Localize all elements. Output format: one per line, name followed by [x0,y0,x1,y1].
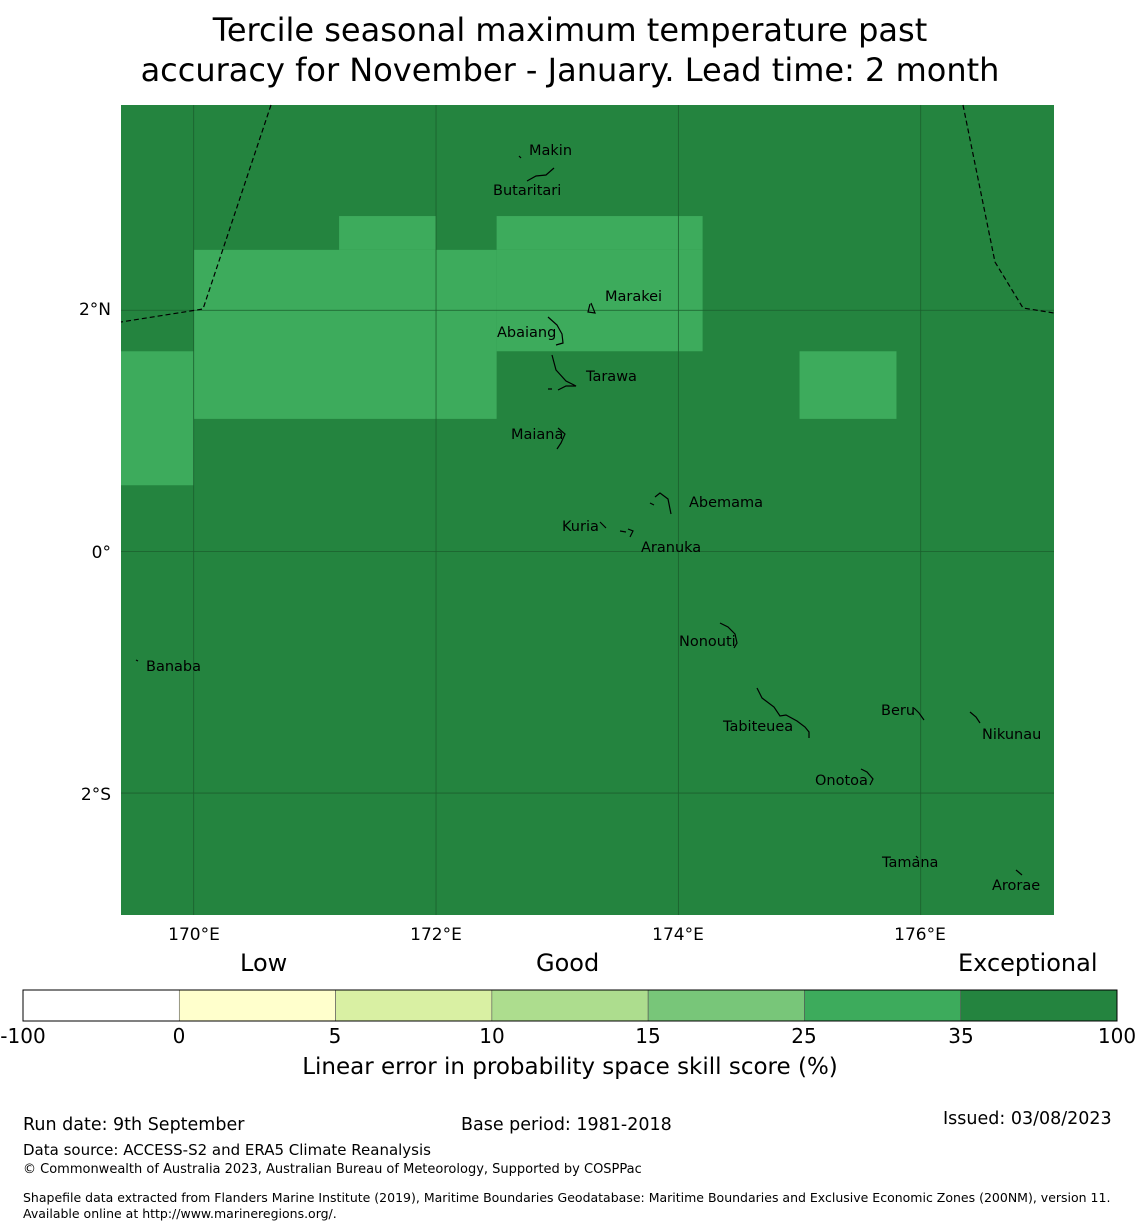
colorbar-tick: 100 [1097,1024,1137,1048]
island-label-onotoa: Onotoa [815,773,868,789]
lat-tick-2n: 2°N [79,300,111,320]
colorbar-label: Linear error in probability space skill … [302,1054,838,1080]
nonouti-outline [719,622,738,649]
skill-cell-25-35 [339,216,437,250]
tarawa-outline [548,354,577,391]
colorbar-tick: -100 [0,1024,46,1048]
banaba-outline [135,659,139,662]
tamana-outline [915,855,919,859]
island-label-marakei: Marakei [605,289,662,305]
title-line-2: accuracy for November - January. Lead ti… [140,51,1000,89]
colorbar-category-good: Good [536,949,600,977]
island-label-beru: Beru [881,703,915,719]
issued-date: Issued: 03/08/2023 [943,1109,1112,1129]
tabiteuea-outline [756,687,810,738]
skill-map: Makin Butaritari Marakei Abaiang Tarawa … [79,104,1055,945]
map-title: Tercile seasonal maximum temperature pas… [0,10,1140,90]
nikunau-outline [969,711,981,724]
island-label-abemama: Abemama [689,495,763,511]
colorbar-tick: 35 [948,1024,974,1048]
beru-outline [913,707,925,721]
makin-outline [518,155,522,159]
eez-boundary-right [962,104,1055,314]
island-label-aranuka: Aranuka [641,540,701,556]
run-date: Run date: 9th September [23,1115,245,1135]
onotoa-outline [860,768,874,786]
lat-tick-0: 0° [92,543,111,563]
skill-cell-25-35 [121,351,194,486]
skill-cell-25-35 [496,216,703,250]
colorbar-bin [647,989,805,1022]
lat-tick-2s: 2°S [81,785,111,805]
base-period: Base period: 1981-2018 [461,1115,672,1135]
lon-tick-170: 170°E [168,925,220,945]
island-label-tamana: Tamana [881,855,938,871]
colorbar-frame [22,989,1118,1022]
island-outlines [135,155,1023,876]
island-label-tabiteuea: Tabiteuea [722,719,793,735]
colorbar [22,989,1118,1022]
colorbar-bin [178,989,336,1022]
colorbar-tick: 10 [479,1024,505,1048]
colorbar-category-exceptional: Exceptional [958,949,1098,977]
colorbar-category-low: Low [240,949,288,977]
island-label-nonouti: Nonouti [679,634,736,650]
island-label-banaba: Banaba [146,659,201,675]
title-line-1: Tercile seasonal maximum temperature pas… [212,11,928,49]
island-label-maiana: Maiana [511,427,563,443]
aranuka-outline [627,528,634,538]
butaritari-outline [526,167,555,182]
island-label-butaritari: Butaritari [493,183,561,199]
skill-cell-25-35 [193,249,497,419]
maiana-outline [556,427,566,450]
colorbar-tick: 25 [791,1024,817,1048]
colorbar-bin [804,989,962,1022]
island-label-nikunau: Nikunau [982,727,1041,743]
abemama-outline [649,492,672,515]
shapefile-credit: Shapefile data extracted from Flanders M… [23,1190,1111,1221]
lon-tick-174: 174°E [652,925,704,945]
kuria-outline [599,521,627,533]
data-source: Data source: ACCESS-S2 and ERA5 Climate … [23,1141,431,1159]
copyright: © Commonwealth of Australia 2023, Austra… [23,1162,642,1177]
skill-cell-25-35 [496,249,703,352]
arorae-outline [1015,869,1023,876]
colorbar-tick: 0 [172,1024,186,1048]
lon-tick-176: 176°E [894,925,946,945]
colorbar-tick: 15 [635,1024,661,1048]
marakei-outline [587,302,596,314]
colorbar-tick: 5 [328,1024,342,1048]
island-label-makin: Makin [529,143,572,159]
island-label-tarawa: Tarawa [585,369,637,385]
island-label-arorae: Arorae [992,878,1040,894]
colorbar-bin [960,989,1118,1022]
skill-cell-25-35 [799,351,897,419]
abaiang-outline [547,316,564,346]
island-label-kuria: Kuria [562,519,599,535]
colorbar-bin [335,989,493,1022]
colorbar-bin [22,989,180,1022]
colorbar-bin [491,989,649,1022]
island-label-abaiang: Abaiang [497,325,556,341]
lon-tick-172: 172°E [410,925,462,945]
